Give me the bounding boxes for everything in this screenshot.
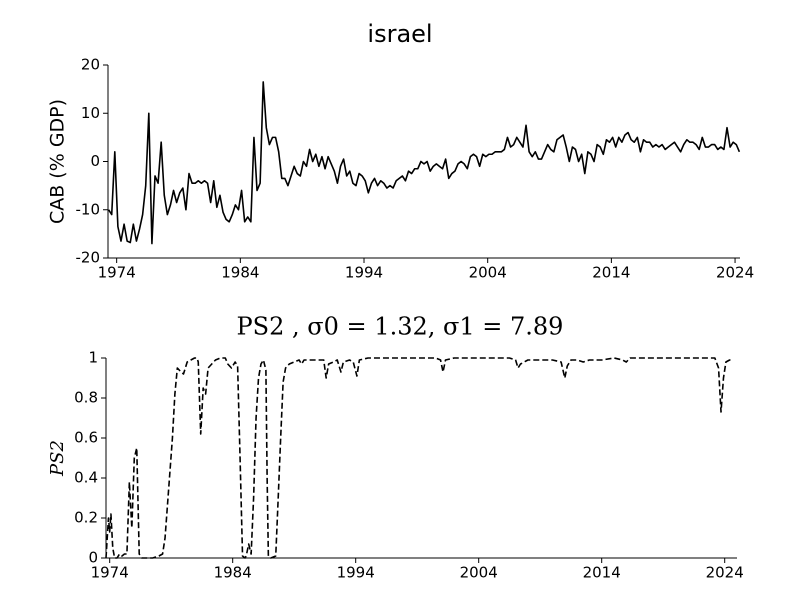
x-tick-label: 2024 <box>706 564 744 582</box>
y-tick-label: 0.4 <box>74 469 98 487</box>
y-tick-label: 0.8 <box>74 389 98 407</box>
y-tick-label: -20 <box>76 249 101 267</box>
y-tick-label: -10 <box>76 200 101 218</box>
y-tick-label: 0 <box>90 152 100 170</box>
y-tick-label: 0 <box>88 549 98 567</box>
y-axis-label: CAB (% GDP) <box>47 99 69 224</box>
x-tick-label: 2014 <box>592 264 630 282</box>
x-tick-label: 2014 <box>583 564 621 582</box>
x-tick-label: 1984 <box>214 564 252 582</box>
x-tick-label: 1974 <box>98 264 136 282</box>
y-tick-label: 0.6 <box>74 429 98 447</box>
x-tick-label: 2024 <box>716 264 754 282</box>
y-tick-label: 10 <box>81 104 100 122</box>
data-line <box>105 357 733 559</box>
y-tick-label: 1 <box>88 349 98 367</box>
y-axis-label: PS2 <box>47 440 68 477</box>
y-tick-label: 20 <box>81 56 100 74</box>
x-tick-label: 1994 <box>337 564 375 582</box>
x-tick-label: 1974 <box>91 564 129 582</box>
y-tick-label: 0.2 <box>74 509 98 527</box>
x-tick-label: 2004 <box>469 264 507 282</box>
x-tick-label: 2004 <box>460 564 498 582</box>
chart-title: israel <box>367 20 432 48</box>
x-tick-label: 1984 <box>221 264 259 282</box>
data-line <box>107 81 741 245</box>
chart-title: PS2 , σ0 = 1.32, σ1 = 7.89 <box>237 313 564 341</box>
x-tick-label: 1994 <box>345 264 383 282</box>
